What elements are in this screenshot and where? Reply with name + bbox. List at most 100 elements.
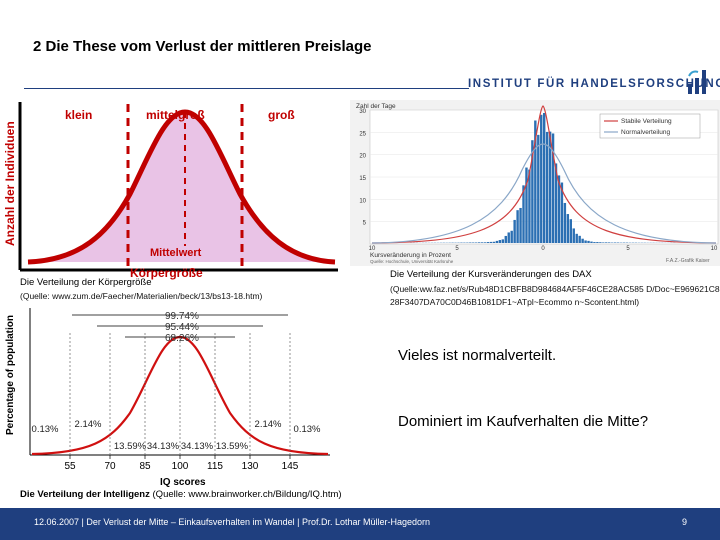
dax-histogram-bar [534,120,537,243]
dax-y-tick: 15 [359,176,366,182]
iq-caption-source: (Quelle: www.brainworker.ch/Bildung/IQ.h… [149,489,342,500]
dax-x-tick: 10 [711,246,718,252]
iq-chart-caption: Die Verteilung der Intelligenz (Quelle: … [20,489,342,500]
iq-band-two-sd: 95.44% [165,322,199,333]
dax-histogram-bar [489,241,493,243]
dax-histogram-bar [519,207,522,243]
dax-histogram-bar [504,235,507,243]
dax-y-tick: 30 [359,109,366,115]
iq-segment-percentage: 13.59% [216,441,249,452]
dax-histogram-bar [599,242,602,243]
dax-legend-normal: Normalverteilung [621,129,671,136]
iq-segment-percentage: 13.59% [114,441,147,452]
dax-chart-caption: Die Verteilung der Kursveränderungen des… [390,269,592,280]
dax-histogram-bar [602,242,605,243]
dax-histogram-bar [545,131,549,243]
mean-label: Mittelwert [150,247,202,259]
dax-histogram-bar [569,219,572,243]
iq-segment-percentage: 0.13% [32,424,59,435]
iq-band-one-sd: 68.26% [165,333,199,344]
height-y-axis-label: Anzahl der Individuen [3,121,17,246]
dax-histogram-bar [563,202,567,243]
dax-y-tick: 10 [359,198,366,204]
dax-chart-source: (Quelle:ww.faz.net/s/Rub48D1CBFB8D984684… [390,284,720,307]
iq-band-three-sd: 99.74% [165,311,199,322]
height-distribution-chart: klein mittelgroß groß Anzahl der Individ… [0,94,340,280]
dax-x-tick: 5 [455,246,459,252]
iq-segment-percentage: 34.13% [181,441,214,452]
dax-histogram-bar [477,242,481,243]
dax-histogram-bar [575,233,578,243]
dax-histogram-bar [507,232,510,243]
iq-x-tick: 55 [64,461,76,472]
dax-histogram-bar [483,242,487,243]
dax-histogram-bar [531,140,534,243]
dax-histogram-bar [590,241,593,243]
iq-y-axis-label: Percentage of population [5,315,16,435]
dax-histogram-bar [525,167,528,243]
dax-change-histogram: Zahl der Tage Stabile Verteilung Normalv… [350,100,720,266]
dax-histogram-bar [501,239,505,243]
dax-histogram-bar [480,242,484,243]
dax-histogram-bar [492,241,496,243]
statement-normal-distribution: Vieles ist normalverteilt. [398,347,557,364]
size-label-small: klein [65,108,92,122]
dax-y-tick: 25 [359,131,366,137]
footer-bar [0,508,720,540]
title-divider [24,88,469,89]
iq-x-axis-label: IQ scores [160,477,206,488]
dax-x-axis-label: Kursveränderung in Prozent [370,252,451,259]
footer-text: 12.06.2007 | Der Verlust der Mitte – Ein… [34,517,431,527]
dax-histogram-bar [581,238,584,243]
dax-histogram-bar [608,242,611,243]
question-middle-dominance: Dominiert im Kaufverhalten die Mitte? [398,413,649,430]
dax-histogram-bar [516,210,519,243]
dax-histogram-bar [593,242,596,243]
page-number: 9 [682,517,688,527]
dax-histogram-bar [537,134,540,243]
iq-distribution-chart: 99.74% 95.44% 68.26% Percentage of popul… [0,303,340,488]
dax-histogram-bar [548,131,552,243]
dax-legend-stable: Stabile Verteilung [621,118,672,125]
dax-histogram-bar [498,240,502,243]
iq-x-tick: 115 [207,461,223,472]
dax-credit: F.A.Z.-Grafik Kaiser [666,258,710,264]
institute-logo-text: INSTITUT FÜR HANDELSFORSCHUNG [468,78,720,90]
iq-x-tick: 70 [104,461,116,472]
iq-x-tick: 100 [172,461,189,472]
dax-histogram-bar [540,114,543,243]
dax-y-tick: 5 [363,221,367,227]
dax-y-tick: 20 [359,154,366,160]
iq-segment-percentage: 34.13% [147,441,180,452]
dax-histogram-bar [513,219,516,243]
iq-caption-title: Die Verteilung der Intelligenz [20,489,150,500]
iq-segment-percentage: 2.14% [255,419,282,430]
dax-histogram-bar [554,163,558,243]
dax-histogram-bar [578,235,581,243]
dax-histogram-bar [566,214,570,243]
iq-segment-percentage: 2.14% [75,419,102,430]
height-chart-source: (Quelle: www.zum.de/Faecher/Materialien/… [20,291,263,301]
institute-logo-icon [688,70,706,94]
dax-histogram-bar [486,242,490,243]
iq-x-tick: 130 [242,461,259,472]
dax-histogram-bar [495,240,499,243]
dax-source-note: Quelle: Hochschule, Universität Karlsruh… [370,259,454,264]
dax-histogram-bar [528,169,531,243]
size-label-medium: mittelgroß [146,108,205,122]
dax-histogram-bar [572,228,575,243]
dax-histogram-bar [551,133,555,243]
dax-x-tick: 5 [626,246,630,252]
dax-axis-title: Zahl der Tage [356,103,396,110]
dax-x-tick: 10 [369,246,376,252]
slide-title: 2 Die These vom Verlust der mittleren Pr… [33,38,372,55]
iq-x-tick: 85 [139,461,151,472]
size-label-large: groß [268,108,295,122]
iq-segment-percentage: 0.13% [294,424,321,435]
height-x-axis-label: Körpergröße [130,266,203,280]
dax-histogram-bar [596,242,599,243]
dax-histogram-bar [543,113,546,243]
dax-histogram-bar [557,175,561,243]
dax-x-tick: 0 [541,246,545,252]
dax-histogram-bar [560,182,564,243]
